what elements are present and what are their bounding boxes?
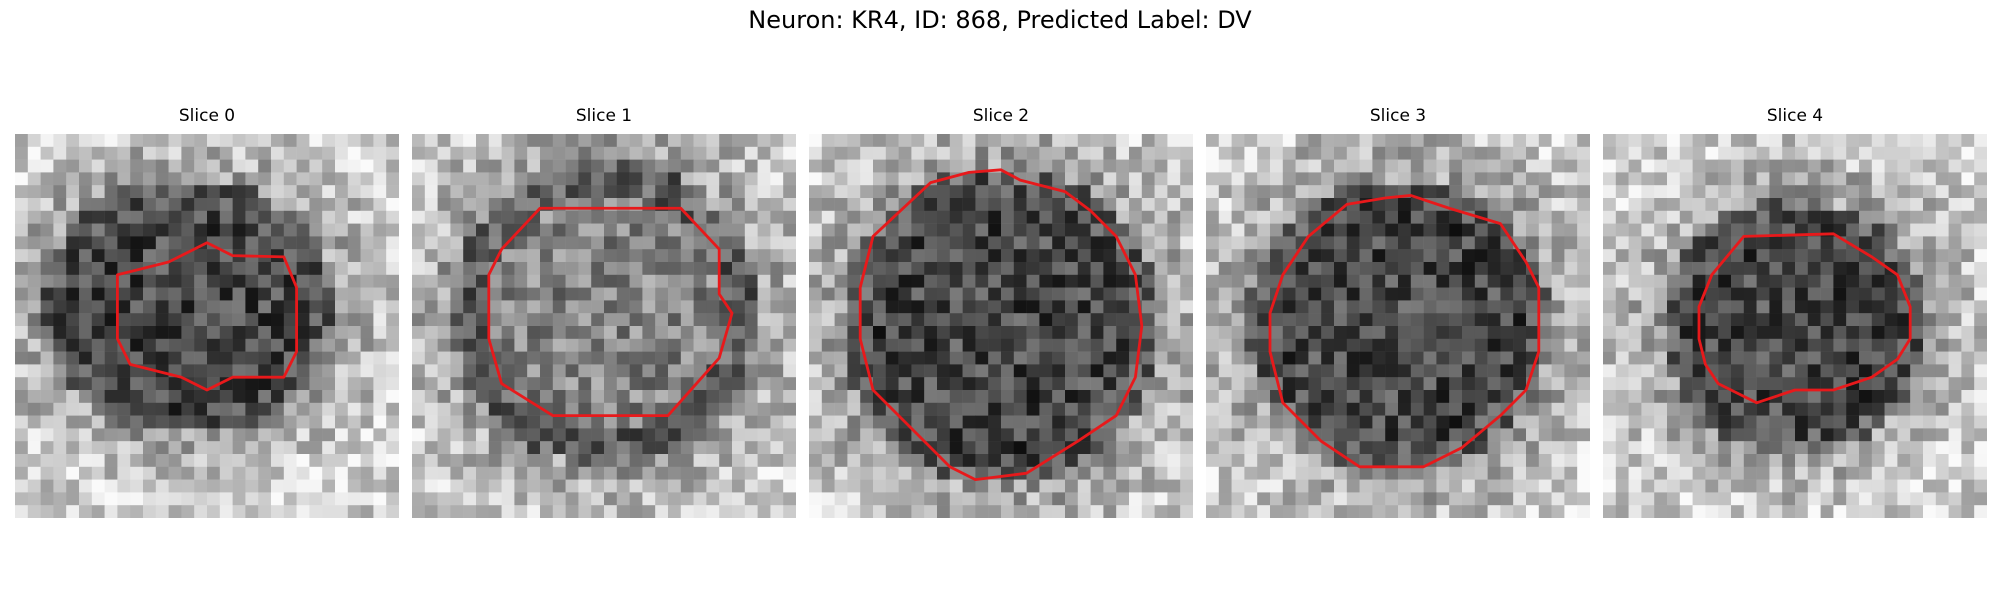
slice-title: Slice 4	[1766, 106, 1824, 126]
roi-contour	[487, 206, 734, 418]
slice-title: Slice 3	[1369, 106, 1427, 126]
slice-image	[1603, 134, 1987, 518]
slice-image	[15, 134, 399, 518]
figure-title: Neuron: KR4, ID: 868, Predicted Label: D…	[748, 6, 1252, 34]
roi-contour	[1268, 194, 1541, 469]
slice-title: Slice 2	[972, 106, 1030, 126]
slice-image	[809, 134, 1193, 518]
slice-image	[1206, 134, 1590, 518]
roi-contour	[858, 168, 1144, 482]
slice-title: Slice 0	[178, 106, 236, 126]
roi-contour	[1697, 232, 1912, 405]
slice-title: Slice 1	[575, 106, 633, 126]
roi-contour	[115, 241, 299, 392]
slice-image	[412, 134, 796, 518]
